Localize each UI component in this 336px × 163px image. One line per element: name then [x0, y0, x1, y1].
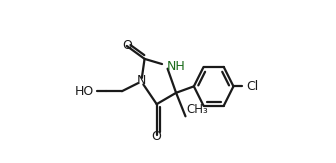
Text: HO: HO	[75, 85, 94, 98]
Text: NH: NH	[167, 60, 186, 73]
Text: N: N	[137, 74, 146, 87]
Text: O: O	[152, 130, 162, 143]
Text: O: O	[122, 39, 132, 52]
Text: Cl: Cl	[246, 80, 259, 93]
Text: CH₃: CH₃	[186, 103, 208, 116]
